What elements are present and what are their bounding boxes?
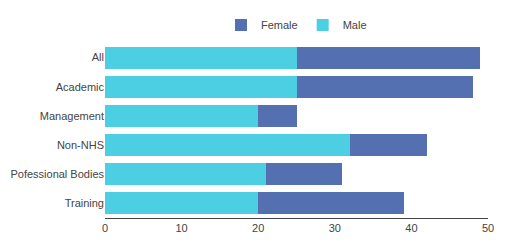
svg-text:Training: Training — [65, 197, 104, 209]
svg-text:All: All — [92, 51, 104, 63]
svg-text:50: 50 — [482, 222, 494, 234]
svg-text:0: 0 — [102, 222, 108, 234]
svg-text:Non-NHS: Non-NHS — [57, 139, 104, 151]
svg-text:Management: Management — [40, 110, 104, 122]
svg-text:30: 30 — [329, 222, 341, 234]
svg-text:20: 20 — [252, 222, 264, 234]
svg-text:Female: Female — [261, 19, 298, 31]
svg-text:40: 40 — [405, 222, 417, 234]
svg-text:Academic: Academic — [56, 81, 105, 93]
svg-text:10: 10 — [175, 222, 187, 234]
svg-text:Male: Male — [343, 19, 367, 31]
svg-text:Pofessional Bodies: Pofessional Bodies — [10, 168, 104, 180]
